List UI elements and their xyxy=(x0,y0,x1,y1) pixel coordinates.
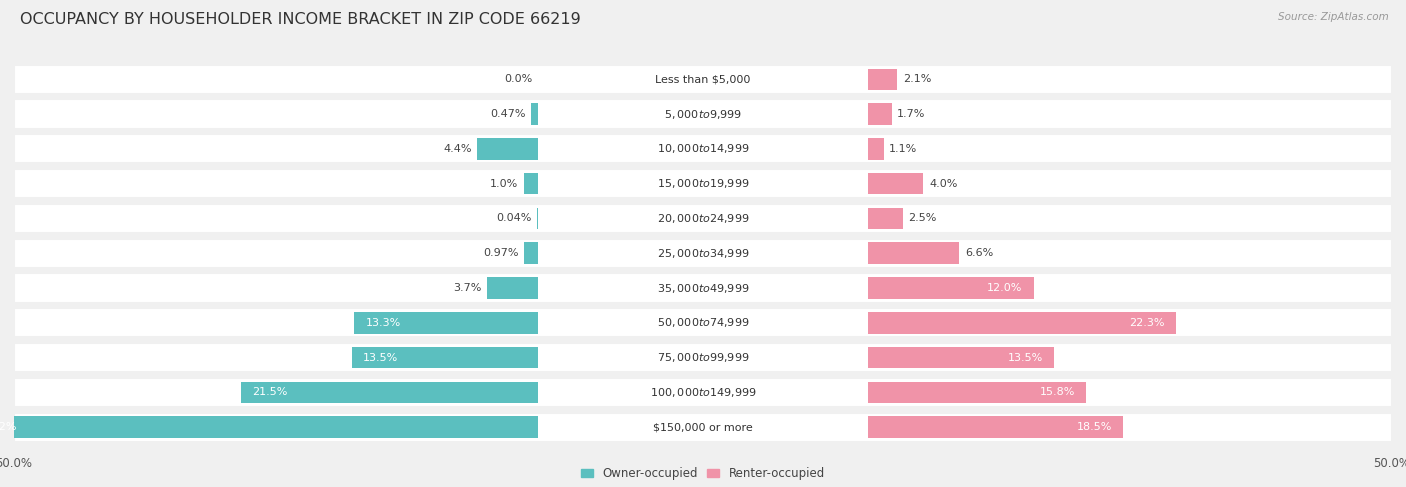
Text: 22.3%: 22.3% xyxy=(1129,318,1164,328)
Text: 1.0%: 1.0% xyxy=(491,179,519,188)
Text: $150,000 or more: $150,000 or more xyxy=(654,422,752,432)
Text: 2.1%: 2.1% xyxy=(903,75,931,84)
FancyBboxPatch shape xyxy=(14,169,1392,198)
Text: 41.2%: 41.2% xyxy=(0,422,17,432)
FancyBboxPatch shape xyxy=(14,134,1392,164)
Bar xyxy=(477,138,537,160)
FancyBboxPatch shape xyxy=(14,65,1392,94)
Text: 13.3%: 13.3% xyxy=(366,318,401,328)
Bar xyxy=(0,416,537,438)
Bar xyxy=(869,277,1033,299)
FancyBboxPatch shape xyxy=(14,204,1392,233)
Text: $25,000 to $34,999: $25,000 to $34,999 xyxy=(657,247,749,260)
Bar xyxy=(869,382,1085,403)
Bar xyxy=(352,347,537,368)
Text: $35,000 to $49,999: $35,000 to $49,999 xyxy=(657,281,749,295)
Text: $20,000 to $24,999: $20,000 to $24,999 xyxy=(657,212,749,225)
Bar xyxy=(869,103,891,125)
Text: 2.5%: 2.5% xyxy=(908,213,936,224)
Bar xyxy=(524,173,537,194)
Bar xyxy=(869,69,897,90)
Text: OCCUPANCY BY HOUSEHOLDER INCOME BRACKET IN ZIP CODE 66219: OCCUPANCY BY HOUSEHOLDER INCOME BRACKET … xyxy=(20,12,581,27)
FancyBboxPatch shape xyxy=(14,378,1392,407)
Text: 13.5%: 13.5% xyxy=(1008,353,1043,363)
Text: 1.1%: 1.1% xyxy=(889,144,917,154)
FancyBboxPatch shape xyxy=(14,412,1392,442)
Text: 0.0%: 0.0% xyxy=(503,75,531,84)
Text: 0.97%: 0.97% xyxy=(484,248,519,258)
Text: 12.0%: 12.0% xyxy=(987,283,1022,293)
Text: 1.7%: 1.7% xyxy=(897,109,925,119)
Bar xyxy=(242,382,537,403)
Text: Less than $5,000: Less than $5,000 xyxy=(655,75,751,84)
FancyBboxPatch shape xyxy=(14,239,1392,268)
Text: 4.4%: 4.4% xyxy=(443,144,471,154)
Text: $10,000 to $14,999: $10,000 to $14,999 xyxy=(657,142,749,155)
Text: 0.47%: 0.47% xyxy=(491,109,526,119)
Text: Source: ZipAtlas.com: Source: ZipAtlas.com xyxy=(1278,12,1389,22)
Bar xyxy=(354,312,537,334)
Text: 6.6%: 6.6% xyxy=(965,248,993,258)
Text: 21.5%: 21.5% xyxy=(253,387,288,397)
Bar xyxy=(869,347,1054,368)
Bar xyxy=(869,173,924,194)
FancyBboxPatch shape xyxy=(14,343,1392,372)
Legend: Owner-occupied, Renter-occupied: Owner-occupied, Renter-occupied xyxy=(576,463,830,485)
FancyBboxPatch shape xyxy=(14,273,1392,302)
Text: 18.5%: 18.5% xyxy=(1077,422,1112,432)
Bar xyxy=(869,416,1123,438)
Bar xyxy=(869,312,1175,334)
Text: 3.7%: 3.7% xyxy=(453,283,481,293)
Text: $75,000 to $99,999: $75,000 to $99,999 xyxy=(657,351,749,364)
Text: 4.0%: 4.0% xyxy=(929,179,957,188)
Bar xyxy=(531,103,537,125)
Text: $5,000 to $9,999: $5,000 to $9,999 xyxy=(664,108,742,121)
Bar xyxy=(524,243,537,264)
FancyBboxPatch shape xyxy=(14,308,1392,337)
Text: 0.04%: 0.04% xyxy=(496,213,531,224)
Bar xyxy=(869,138,883,160)
Text: $15,000 to $19,999: $15,000 to $19,999 xyxy=(657,177,749,190)
Bar xyxy=(486,277,537,299)
Text: $50,000 to $74,999: $50,000 to $74,999 xyxy=(657,317,749,329)
Text: $100,000 to $149,999: $100,000 to $149,999 xyxy=(650,386,756,399)
Bar xyxy=(869,207,903,229)
Bar xyxy=(869,243,959,264)
FancyBboxPatch shape xyxy=(14,99,1392,129)
Text: 15.8%: 15.8% xyxy=(1039,387,1076,397)
Text: 13.5%: 13.5% xyxy=(363,353,398,363)
